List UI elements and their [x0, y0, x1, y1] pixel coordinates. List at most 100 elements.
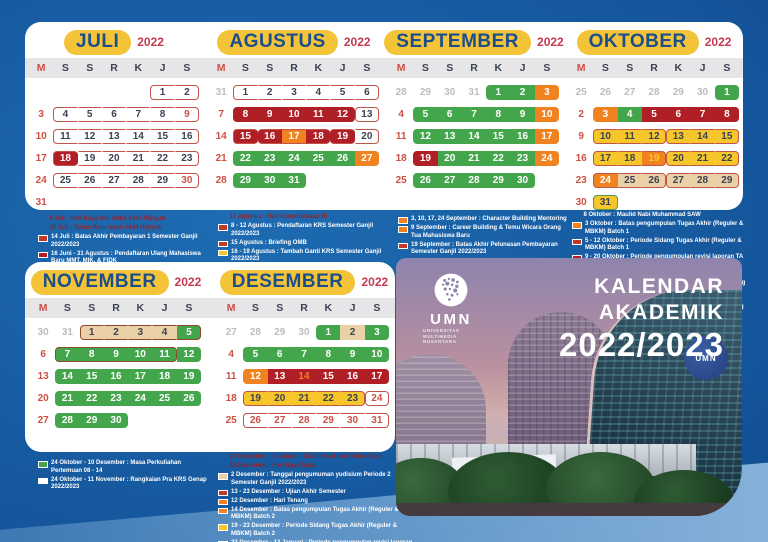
date-cell: 6	[267, 347, 292, 362]
date-cell: 31	[593, 195, 618, 210]
date-cell: 30	[340, 413, 365, 428]
month-title: OKTOBER 2022	[569, 26, 739, 58]
date-cell: 3	[281, 85, 307, 100]
legend-item: 3, 10, 17, 24 September : Character Buil…	[398, 216, 568, 224]
date-cell: 27	[267, 413, 292, 428]
date-cell: 2	[340, 325, 365, 340]
date-cell: 31	[215, 87, 227, 98]
date-cell: 18	[225, 393, 237, 404]
date-cell: 28	[690, 173, 715, 188]
date-cell: 7	[55, 347, 80, 362]
date-cell: 29	[316, 413, 341, 428]
umn-logo-text: UMN	[430, 311, 472, 328]
legend-september: 3, 10, 17, 24 September : Character Buil…	[398, 216, 568, 258]
date-cell: 20	[354, 129, 379, 144]
date-cell: 11	[617, 129, 642, 144]
weekday-header: J	[349, 302, 356, 314]
legend-text: 24 Oktober - 10 Desember : Masa Perkulia…	[51, 460, 182, 474]
weekday-header: S	[183, 62, 191, 74]
calendar-week-row: 28 29 30 31	[209, 173, 379, 188]
date-cell: 8	[233, 107, 258, 122]
date-cell: 19	[176, 369, 201, 384]
weekday-header: J	[159, 62, 166, 74]
month-agustus: AGUSTUS 2022 M S S R K J S 31 1 2 3 4 5 6 7 8 9 10 11 12 13 14 1…	[209, 22, 379, 188]
umn-building-badge: UMN	[684, 336, 728, 380]
weekday-header: S	[543, 62, 551, 74]
date-cell: 8	[79, 347, 104, 362]
date-cell: 23	[575, 175, 587, 186]
legend-text: 5 - 12 Oktober : Periode Sidang Tugas Ak…	[585, 237, 742, 252]
date-cell: 12	[413, 129, 438, 144]
date-cell: 13	[267, 369, 292, 384]
date-cell: 18	[152, 369, 177, 384]
date-cell: 14	[690, 129, 715, 144]
date-cell: 11	[395, 131, 407, 142]
date-cell: 31	[61, 327, 73, 338]
calendar-week-row: 24 25 26 27 28 29 30	[29, 173, 199, 188]
date-cell	[152, 413, 176, 428]
date-cell: 26	[77, 173, 102, 188]
date-cell: 2	[578, 109, 584, 120]
date-cell: 19	[641, 151, 667, 166]
date-cell: 25	[617, 173, 642, 188]
legend-desember: 24 Desember - 1 Januari : Libur Natal da…	[218, 454, 414, 542]
calendar-week-row: 11 12 13 14 15 16 17	[219, 369, 389, 384]
date-cell: 28	[55, 413, 80, 428]
date-cell: 7	[690, 107, 715, 122]
date-cell	[175, 195, 199, 210]
date-cell: 12	[176, 347, 201, 362]
date-cell: 14	[126, 129, 151, 144]
legend-item: 14 Desember : Batas pengumpulan Tugas Ak…	[218, 507, 414, 522]
date-cell: 16	[575, 153, 587, 164]
legend-item: 16 - 19 Agustus : Tambah Ganti KRS Semes…	[218, 249, 388, 264]
date-cell: 8	[316, 347, 341, 362]
legend-text: 9 September : Career Building & Temu Wic…	[411, 225, 561, 239]
date-cell: 27	[666, 173, 691, 188]
calendar-week-row: 18 19 20 21 22 23 24	[389, 151, 559, 166]
legend-item: 3 Oktober : Batas pengumpulan Tugas Akhi…	[572, 221, 748, 236]
calendar-week-row: 11 12 13 14 15 16 17	[389, 129, 559, 144]
date-cell: 28	[461, 173, 487, 188]
date-cell: 11	[53, 129, 78, 144]
calendar-week-row: 9 10 11 12 13 14 15	[569, 129, 739, 144]
date-cell: 24	[593, 173, 618, 188]
weekday-header: S	[266, 62, 274, 74]
legend-text: 17 Agustus : Hari Kemerdekaan RI	[229, 214, 328, 220]
weekday-header: S	[601, 62, 609, 74]
date-cell: 7	[126, 107, 151, 122]
date-cell	[29, 85, 53, 100]
date-cell: 24	[35, 175, 47, 186]
calendar-week-row: 31	[29, 195, 199, 210]
weekday-header: R	[470, 62, 478, 74]
date-cell: 8	[714, 107, 739, 122]
date-cell: 29	[233, 173, 258, 188]
month-name: JULI	[64, 29, 132, 55]
date-cell: 3	[364, 325, 389, 340]
date-cell: 29	[274, 327, 286, 338]
date-cell: 19	[330, 129, 355, 144]
date-cell: 1	[316, 325, 341, 340]
date-cell: 2	[174, 85, 199, 100]
weekday-header: S	[373, 302, 381, 314]
date-cell: 29	[419, 87, 431, 98]
date-cell	[535, 173, 559, 188]
date-cell: 18	[395, 153, 407, 164]
date-cell: 5	[176, 325, 201, 340]
date-cell: 3	[534, 85, 559, 100]
date-cell: 24	[281, 151, 307, 166]
date-cell: 6	[666, 107, 691, 122]
date-cell: 26	[176, 391, 201, 406]
date-cell: 17	[534, 129, 559, 144]
date-cell: 21	[55, 391, 80, 406]
date-cell: 24	[364, 391, 389, 406]
date-cell: 16	[103, 369, 129, 384]
calendar-week-row: 10 11 12 13 14 15 16	[29, 129, 199, 144]
title-line-2: AKADEMIK	[598, 301, 724, 324]
legend-swatch	[218, 473, 228, 480]
date-cell: 21	[690, 151, 715, 166]
calendar-week-row: 27 28 29 30	[31, 413, 201, 428]
date-cell: 29	[79, 413, 104, 428]
date-cell: 10	[281, 107, 307, 122]
badge-label: UMN	[695, 353, 717, 363]
weekday-header: R	[300, 302, 308, 314]
